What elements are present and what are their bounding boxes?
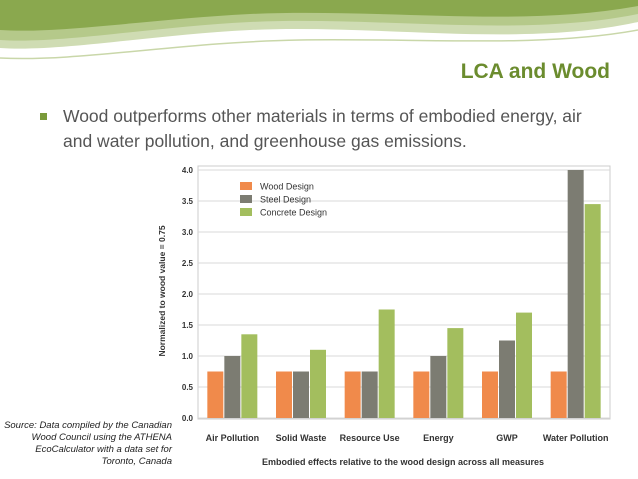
bar-concrete-design xyxy=(310,349,326,418)
y-tick-label: 4.0 xyxy=(182,166,194,175)
legend-label: Steel Design xyxy=(260,195,311,205)
bullet-marker xyxy=(40,113,47,120)
x-axis-label: Embodied effects relative to the wood de… xyxy=(262,457,544,467)
x-tick-label: GWP xyxy=(496,433,518,443)
bar-wood-design xyxy=(344,371,361,418)
y-tick-label: 3.0 xyxy=(182,228,194,237)
y-tick-labels: 0.0 0.5 1.0 1.5 2.0 2.5 3.0 3.5 4.0 xyxy=(182,166,194,423)
x-tick-labels: Air Pollution Solid Waste Resource Use Ener… xyxy=(206,433,609,443)
bar-wood-design xyxy=(550,371,567,418)
legend-label: Wood Design xyxy=(260,182,314,192)
slide-title: LCA and Wood xyxy=(460,60,610,83)
legend-swatch xyxy=(240,195,252,203)
x-tick-label: Water Pollution xyxy=(543,433,609,443)
y-tick-label: 1.5 xyxy=(182,321,194,330)
bar-concrete-design xyxy=(447,328,464,418)
bar-steel-design xyxy=(293,371,309,418)
x-tick-label: Air Pollution xyxy=(206,433,260,443)
bar-wood-design xyxy=(482,371,498,418)
bar-wood-design xyxy=(276,371,292,418)
bars xyxy=(207,170,601,418)
bar-steel-design xyxy=(499,340,515,418)
bar-wood-design xyxy=(207,371,224,418)
y-tick-label: 0.5 xyxy=(182,383,194,392)
bullet-text: Wood outperforms other materials in term… xyxy=(63,106,582,151)
x-tick-label: Solid Waste xyxy=(276,433,327,443)
legend-swatch xyxy=(240,208,252,216)
source-note: Source: Data compiled by the Canadian Wo… xyxy=(4,420,172,467)
y-tick-label: 3.5 xyxy=(182,197,194,206)
bar-steel-design xyxy=(567,170,584,418)
bar-steel-design xyxy=(430,356,447,418)
x-tick-label: Resource Use xyxy=(340,433,400,443)
legend-swatch xyxy=(240,182,252,190)
x-tick-label: Energy xyxy=(423,433,454,443)
bar-wood-design xyxy=(413,371,430,418)
legend-label: Concrete Design xyxy=(260,208,327,218)
y-tick-label: 0.0 xyxy=(182,414,194,423)
y-tick-label: 1.0 xyxy=(182,352,194,361)
decorative-banner xyxy=(0,0,638,60)
y-tick-label: 2.5 xyxy=(182,259,194,268)
bar-concrete-design xyxy=(241,334,258,418)
bar-concrete-design xyxy=(516,312,532,418)
y-axis-label: Normalized to wood value = 0.75 xyxy=(157,225,167,356)
chart-frame xyxy=(197,165,611,420)
bar-steel-design xyxy=(224,356,241,418)
legend: Wood Design Steel Design Concrete Design xyxy=(240,182,327,218)
bar-concrete-design xyxy=(584,204,601,418)
gridlines xyxy=(198,169,610,419)
bar-steel-design xyxy=(361,371,378,418)
bar-concrete-design xyxy=(378,309,395,418)
y-tick-label: 2.0 xyxy=(182,290,194,299)
